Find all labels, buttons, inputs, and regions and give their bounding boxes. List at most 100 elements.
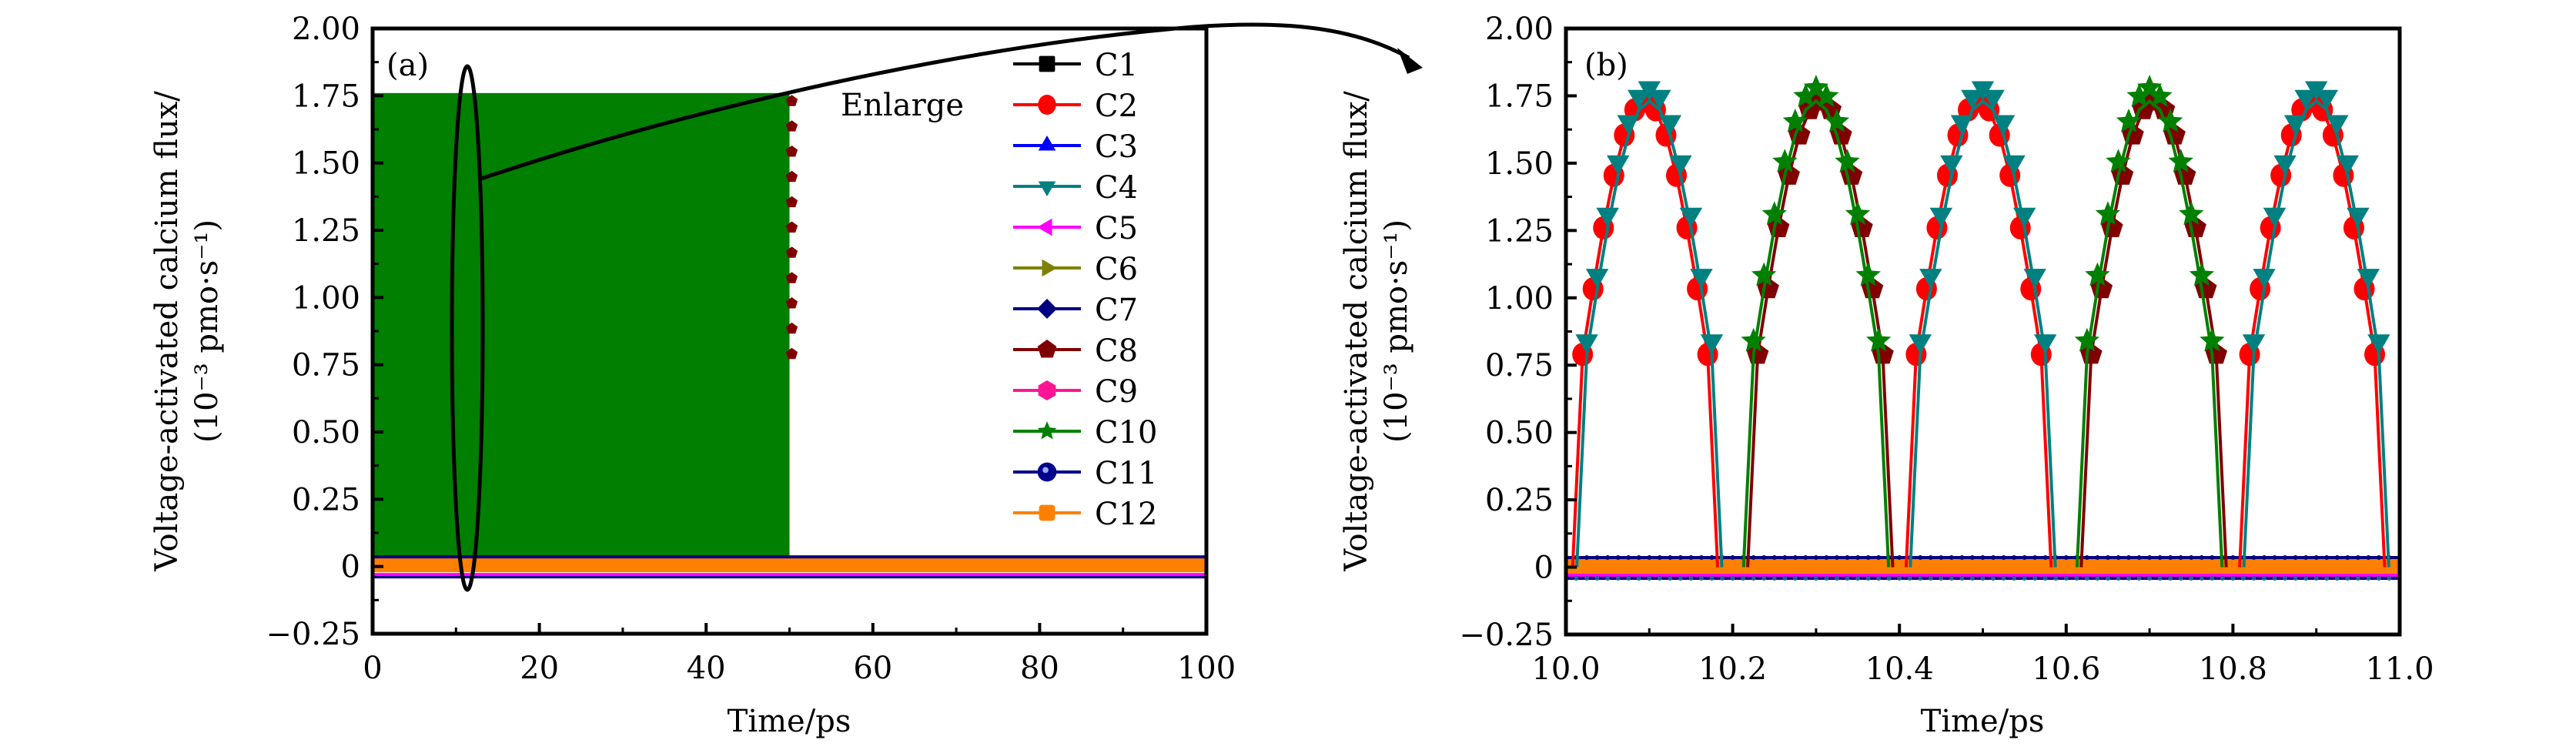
baseline-marker [2345, 555, 2350, 561]
c8-edge-marker [785, 146, 798, 157]
baseline-marker [2012, 555, 2017, 561]
data-point-c4 [1909, 334, 1932, 354]
legend-item-c6: C6 [1013, 252, 1138, 287]
baseline-marker [1824, 576, 1829, 581]
baseline-marker [1845, 576, 1850, 581]
baseline-marker [1605, 576, 1611, 581]
baseline-marker [1991, 576, 1996, 581]
data-point-c10 [2179, 201, 2204, 226]
baseline-marker [1834, 555, 1839, 561]
baseline-marker [1688, 555, 1694, 561]
baseline-marker [1834, 576, 1839, 581]
legend-label: C8 [1095, 333, 1138, 369]
legend-marker-diamond-icon [1037, 299, 1057, 319]
data-point-c4 [1669, 155, 1692, 176]
panel-a-y-tick-label: 1.25 [292, 213, 360, 249]
baseline-marker [1657, 576, 1662, 581]
legend-label: C1 [1095, 48, 1138, 83]
baseline-marker [1959, 555, 1965, 561]
baseline-marker [2063, 555, 2069, 561]
baseline-marker [1761, 576, 1767, 581]
series-line-c8 [2079, 99, 2228, 568]
data-point-c4 [2367, 334, 2390, 354]
baseline-marker [1636, 576, 1641, 581]
baseline-marker [1959, 576, 1965, 581]
baseline-marker [1813, 555, 1818, 561]
panel-b-y-tick-label: 1.50 [1485, 146, 1554, 182]
data-point-c10 [1741, 327, 1766, 352]
baseline-marker [2126, 555, 2132, 561]
baseline-band-c12 [1566, 559, 2400, 574]
baseline-marker [1939, 576, 1944, 581]
baseline-marker [2262, 576, 2267, 581]
baseline-marker [2387, 576, 2392, 581]
baseline-marker [1698, 576, 1704, 581]
legend-marker-star-icon [1037, 421, 1057, 440]
baseline-marker [2303, 555, 2309, 561]
baseline-marker [1584, 555, 1590, 561]
legend-label: C7 [1095, 293, 1138, 328]
baseline-marker [2012, 576, 2017, 581]
baseline-marker [1939, 555, 1944, 561]
baseline-marker [2105, 555, 2110, 561]
series-line-c10 [1741, 99, 1891, 568]
panel-b-y-tick-label: −0.25 [1459, 618, 1554, 653]
panel-a-x-tick-label: 60 [853, 651, 892, 686]
baseline-marker [2168, 555, 2173, 561]
baseline-band-c5 [373, 573, 1206, 578]
legend-marker-hexagon-icon [1038, 380, 1056, 400]
baseline-marker [1626, 555, 1631, 561]
legend-item-c5: C5 [1013, 211, 1138, 246]
legend-label: C6 [1095, 252, 1138, 287]
legend-item-c2: C2 [1013, 89, 1138, 124]
baseline-marker [2199, 555, 2204, 561]
baseline-marker [2293, 576, 2298, 581]
baseline-marker [1907, 576, 1912, 581]
panel-b-plot-area [1566, 75, 2400, 581]
data-point-c4 [2253, 269, 2276, 289]
series-c2 [1571, 89, 2387, 568]
baseline-marker [1928, 576, 1933, 581]
data-point-c4 [1961, 89, 1984, 110]
baseline-marker [1991, 555, 1996, 561]
c8-edge-marker [785, 272, 798, 283]
baseline-marker [1918, 555, 1923, 561]
baseline-marker [1980, 555, 1986, 561]
baseline-marker [1594, 576, 1600, 581]
data-point-c10 [2189, 262, 2214, 286]
baseline-marker [2001, 555, 2006, 561]
legend-item-c10: C10 [1013, 415, 1158, 450]
baseline-marker [1782, 555, 1788, 561]
data-point-c4 [2034, 334, 2057, 354]
data-point-c4 [1992, 115, 2016, 135]
baseline-marker [2334, 555, 2340, 561]
legend-label: C3 [1095, 129, 1138, 165]
baseline-marker [2240, 576, 2246, 581]
panel-b-x-tick-label: 10.4 [1865, 651, 1934, 687]
baseline-band-c12 [373, 558, 1206, 573]
baseline-marker [1824, 555, 1829, 561]
baseline-marker [1980, 576, 1986, 581]
baseline-marker [1813, 576, 1818, 581]
panel-b-x-tick-label: 11.0 [2365, 651, 2434, 687]
panel-a-plot-area [373, 92, 1206, 579]
baseline-marker [1668, 576, 1673, 581]
series-line-c10 [2075, 99, 2224, 568]
panel-a-y-tick-label: 1.50 [292, 146, 360, 182]
baseline-marker [2053, 576, 2059, 581]
legend-item-c4: C4 [1013, 170, 1138, 206]
panel-b-y-tick-label: 0.50 [1485, 416, 1554, 451]
baseline-marker [2032, 555, 2038, 561]
baseline-band-c7 [373, 555, 1206, 561]
data-point-c10 [2147, 83, 2173, 107]
legend-marker-triangle-up-icon [1038, 136, 1056, 151]
baseline-marker [1698, 555, 1704, 561]
baseline-marker [2334, 576, 2340, 581]
panel-b-frame [1564, 26, 2402, 637]
series-c8 [1746, 89, 2228, 568]
baseline-marker [1792, 555, 1798, 561]
data-point-c4 [2357, 269, 2380, 289]
baseline-marker [2199, 576, 2204, 581]
baseline-marker [1709, 576, 1715, 581]
